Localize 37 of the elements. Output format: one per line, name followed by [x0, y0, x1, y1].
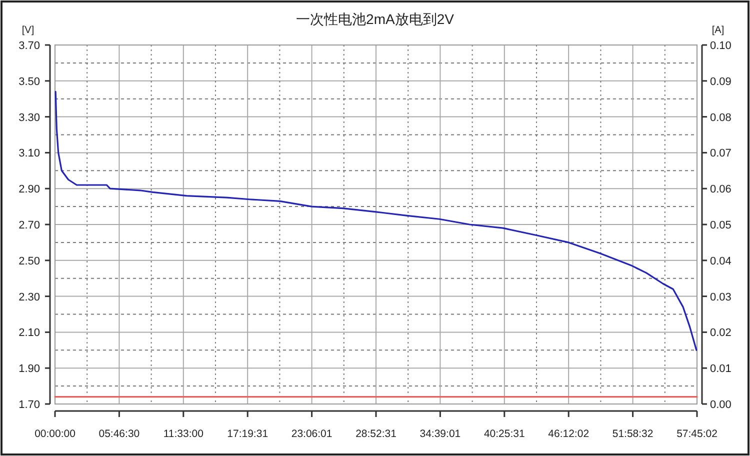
- y2-tick-label: 0.07: [710, 148, 732, 160]
- y2-tick-label: 0.01: [710, 363, 732, 376]
- x-tick-label: 05:46:30: [98, 428, 140, 440]
- chart-title: 一次性电池2mA放电到2V: [296, 11, 455, 27]
- line-series: [54, 90, 698, 351]
- y2-axis-title: [A]: [712, 25, 724, 36]
- y-axis-title: [V]: [22, 25, 34, 36]
- y-tick-label: 2.70: [18, 220, 40, 232]
- y-tick-label: 2.50: [18, 255, 40, 268]
- y-tick-label: 3.30: [18, 112, 40, 124]
- y2-tick-label: 0.02: [710, 327, 732, 340]
- y-tick-label: 3.10: [18, 148, 40, 160]
- x-tick-label: 40:25:31: [484, 428, 525, 440]
- y2-tick-label: 0.00: [710, 399, 732, 411]
- y2-tick-label: 0.06: [710, 184, 732, 196]
- y-tick-label: 3.70: [18, 40, 40, 52]
- y-tick-label: 1.70: [18, 399, 40, 411]
- y2-tick-label: 0.10: [710, 40, 732, 52]
- y-tick-label: 2.90: [18, 184, 40, 196]
- x-tick-label: 34:39:01: [420, 428, 461, 440]
- x-tick-label: 28:52:31: [356, 428, 397, 440]
- y2-tick-label: 0.03: [710, 291, 732, 304]
- y2-tick-label: 0.05: [710, 220, 732, 232]
- y-tick-label: 2.30: [18, 291, 40, 304]
- x-tick-label: 57:45:02: [676, 428, 718, 440]
- y2-tick-label: 0.08: [710, 112, 732, 124]
- y2-tick-label: 0.09: [710, 76, 732, 88]
- y-tick-label: 1.90: [18, 363, 40, 376]
- y-tick-label: 3.50: [18, 76, 40, 88]
- x-tick-label: 11:33:00: [163, 428, 204, 440]
- y2-tick-label: 0.04: [710, 255, 732, 268]
- x-tick-label: 00:00:00: [34, 428, 76, 440]
- x-tick-label: 23:06:01: [291, 428, 332, 440]
- x-tick-label: 46:12:02: [548, 428, 590, 440]
- x-tick-label: 17:19:31: [227, 428, 268, 440]
- x-tick-label: 51:58:32: [612, 428, 654, 440]
- y-tick-label: 2.10: [18, 327, 40, 340]
